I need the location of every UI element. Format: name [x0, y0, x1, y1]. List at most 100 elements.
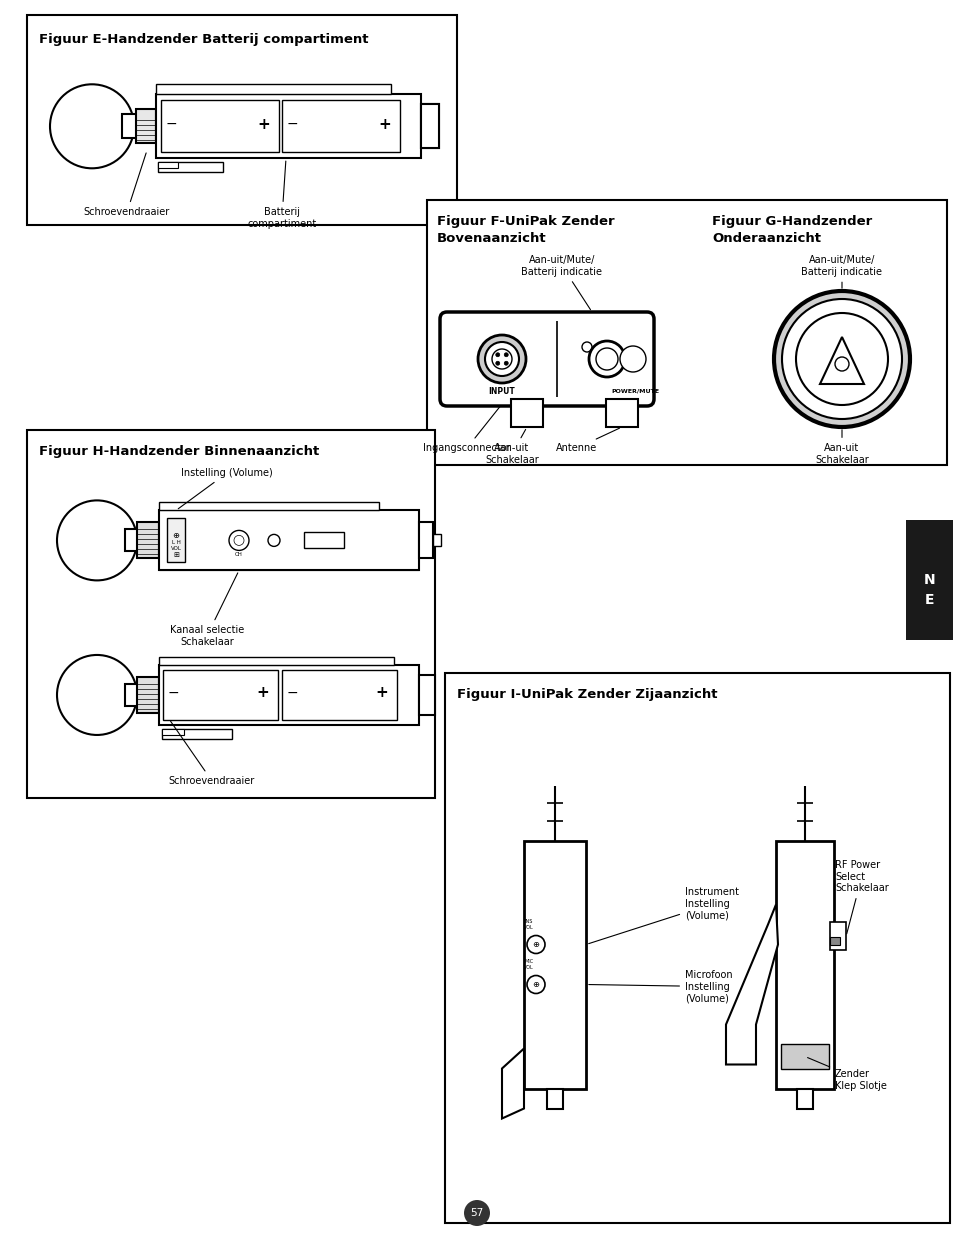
- Text: +: +: [375, 685, 388, 700]
- Bar: [125, 684, 139, 706]
- Circle shape: [834, 357, 848, 370]
- Circle shape: [57, 655, 137, 735]
- Text: E: E: [924, 593, 934, 606]
- Text: Instrument
Instelling
(Volume): Instrument Instelling (Volume): [588, 888, 739, 944]
- Text: −: −: [286, 117, 297, 131]
- Bar: [159, 510, 418, 571]
- Text: Figuur G-Handzender: Figuur G-Handzender: [711, 215, 871, 228]
- Bar: [159, 657, 394, 664]
- Text: Aan-uit/Mute/
Batterij indicatie: Aan-uit/Mute/ Batterij indicatie: [521, 254, 602, 310]
- Text: CH: CH: [234, 552, 243, 557]
- Circle shape: [581, 342, 592, 352]
- Bar: [905, 520, 953, 640]
- Text: INS
VOL: INS VOL: [523, 919, 534, 930]
- Bar: [27, 15, 456, 225]
- Circle shape: [596, 348, 618, 370]
- Bar: [304, 532, 344, 548]
- Polygon shape: [725, 904, 778, 1065]
- Bar: [159, 503, 378, 510]
- Circle shape: [477, 335, 525, 383]
- Bar: [829, 936, 840, 945]
- Text: Aan-uit/Mute/
Batterij indicatie: Aan-uit/Mute/ Batterij indicatie: [801, 254, 882, 288]
- Text: Aan-uit
Schakelaar: Aan-uit Schakelaar: [485, 430, 538, 464]
- Text: RF Power
Select
Schakelaar: RF Power Select Schakelaar: [834, 860, 888, 934]
- Text: N: N: [923, 573, 935, 587]
- Bar: [161, 100, 278, 152]
- Bar: [444, 673, 949, 1223]
- Circle shape: [795, 312, 887, 405]
- Circle shape: [268, 535, 280, 546]
- Text: Ingangsconnector: Ingangsconnector: [423, 406, 510, 453]
- Bar: [796, 1088, 812, 1109]
- Circle shape: [588, 341, 624, 377]
- Bar: [162, 729, 184, 735]
- Text: POWER/MUTE: POWER/MUTE: [610, 389, 659, 394]
- Text: Bovenaanzicht: Bovenaanzicht: [436, 232, 546, 245]
- Bar: [137, 677, 159, 713]
- Bar: [433, 535, 440, 546]
- Bar: [122, 115, 137, 138]
- Circle shape: [233, 536, 244, 546]
- FancyBboxPatch shape: [439, 312, 654, 406]
- Text: Schroevendraaier: Schroevendraaier: [169, 721, 254, 785]
- Bar: [511, 399, 542, 427]
- Bar: [158, 162, 223, 173]
- Polygon shape: [820, 337, 863, 384]
- Bar: [418, 676, 435, 715]
- Bar: [605, 399, 638, 427]
- Circle shape: [773, 291, 909, 427]
- Text: ⊞: ⊞: [172, 552, 179, 558]
- Bar: [162, 729, 232, 739]
- Bar: [163, 669, 277, 720]
- Bar: [523, 841, 585, 1088]
- Text: +: +: [257, 117, 270, 132]
- Text: −: −: [165, 117, 176, 131]
- Circle shape: [57, 500, 137, 580]
- Bar: [282, 100, 399, 152]
- Bar: [420, 104, 438, 148]
- Text: Batterij
compartiment: Batterij compartiment: [247, 161, 316, 228]
- Bar: [136, 110, 156, 143]
- Bar: [775, 841, 833, 1088]
- Text: L H
VOL: L H VOL: [171, 540, 181, 551]
- Text: +: +: [256, 685, 269, 700]
- Circle shape: [50, 84, 133, 168]
- Circle shape: [496, 362, 499, 366]
- Text: MIC
VOL: MIC VOL: [523, 960, 534, 969]
- Bar: [418, 522, 433, 558]
- Text: Kanaal selectie
Schakelaar: Kanaal selectie Schakelaar: [170, 573, 244, 647]
- Text: −: −: [167, 685, 178, 700]
- Bar: [829, 921, 845, 950]
- Circle shape: [484, 342, 518, 375]
- Circle shape: [496, 353, 499, 357]
- Circle shape: [504, 353, 508, 357]
- Bar: [546, 1088, 562, 1109]
- Text: INPUT: INPUT: [488, 387, 515, 395]
- Text: Instelling (Volume): Instelling (Volume): [178, 468, 273, 509]
- Text: ⊕: ⊕: [532, 981, 539, 989]
- Polygon shape: [501, 1049, 523, 1119]
- Text: Figuur I-UniPak Zender Zijaanzicht: Figuur I-UniPak Zender Zijaanzicht: [456, 688, 717, 701]
- Circle shape: [526, 935, 544, 953]
- Bar: [125, 530, 139, 551]
- Bar: [167, 519, 185, 562]
- Circle shape: [504, 362, 508, 366]
- Text: ⊕: ⊕: [172, 531, 179, 540]
- Circle shape: [526, 976, 544, 993]
- Circle shape: [463, 1200, 490, 1226]
- Text: Schroevendraaier: Schroevendraaier: [84, 153, 170, 217]
- Text: Aan-uit
Schakelaar: Aan-uit Schakelaar: [814, 430, 868, 464]
- Circle shape: [781, 299, 901, 419]
- Bar: [156, 94, 420, 158]
- Bar: [427, 200, 946, 466]
- Bar: [27, 430, 435, 798]
- Bar: [158, 162, 178, 168]
- Text: Figuur E-Handzender Batterij compartiment: Figuur E-Handzender Batterij compartimen…: [39, 33, 368, 46]
- Text: Onderaanzicht: Onderaanzicht: [711, 232, 821, 245]
- Bar: [156, 84, 391, 94]
- Text: ⊕: ⊕: [532, 940, 539, 948]
- Text: Zender
Klep Slotje: Zender Klep Slotje: [807, 1057, 886, 1091]
- Bar: [781, 1044, 828, 1068]
- Text: Figuur F-UniPak Zender: Figuur F-UniPak Zender: [436, 215, 614, 228]
- Circle shape: [492, 350, 512, 369]
